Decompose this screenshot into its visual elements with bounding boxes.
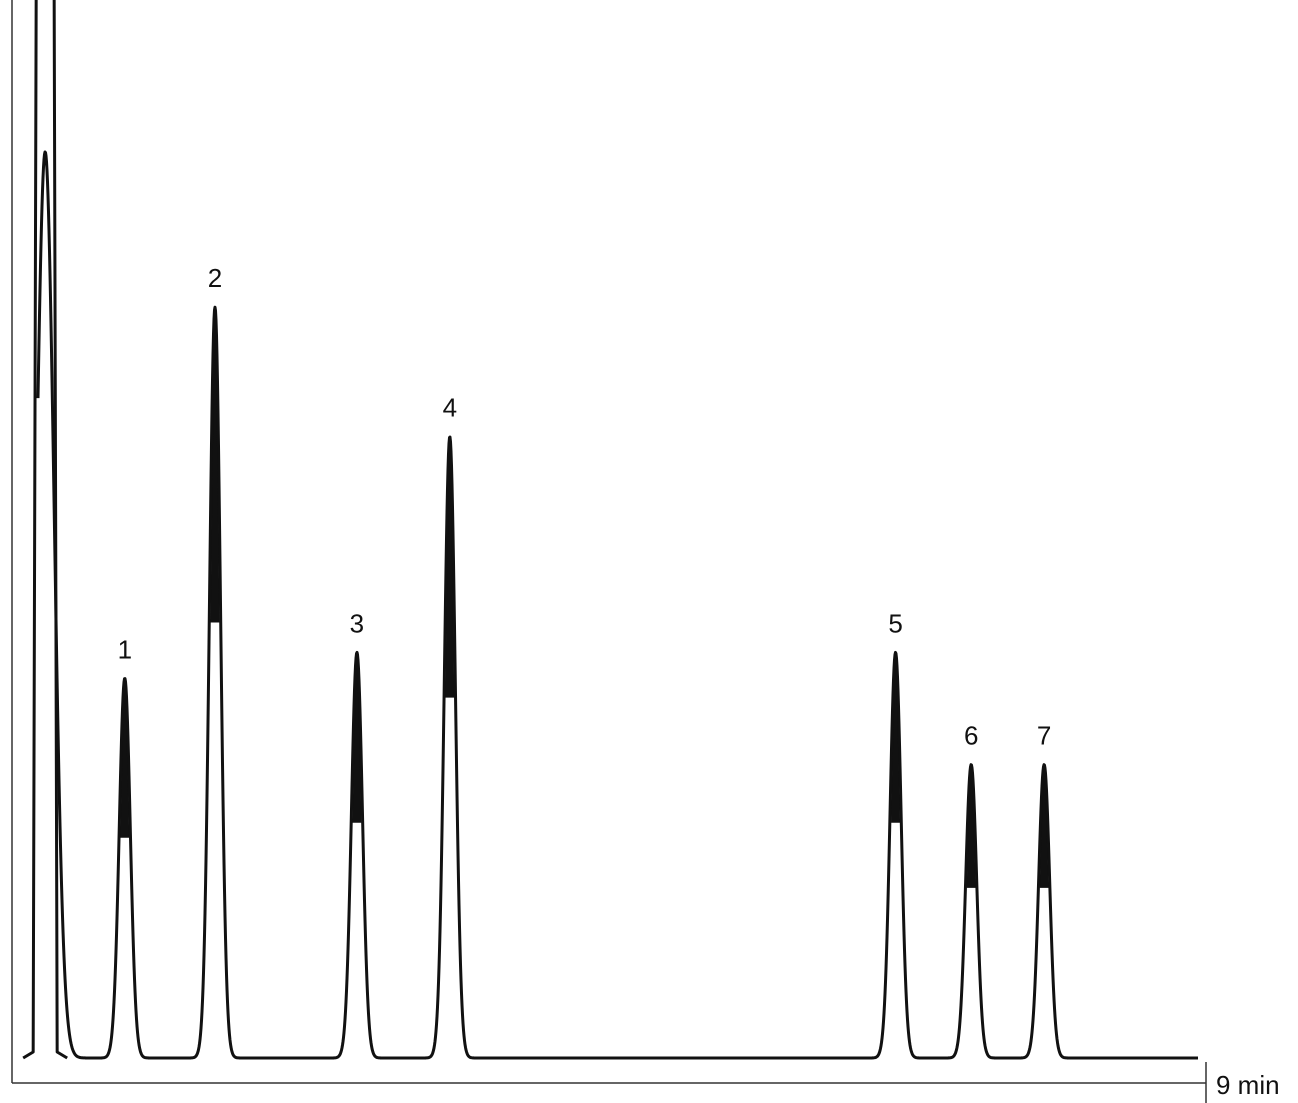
- peak-1-core: [120, 678, 130, 838]
- chart-axes: 9 min: [11, 0, 1280, 1103]
- peak-label-2: 2: [208, 263, 222, 293]
- peak-labels: 1 2 3 4 5 6 7: [118, 263, 1052, 750]
- peak-7-core: [1039, 764, 1049, 888]
- peak-label-5: 5: [888, 608, 902, 638]
- peak-6-core: [966, 764, 976, 888]
- peak-label-6: 6: [964, 721, 978, 751]
- peak-4-core: [445, 436, 455, 698]
- solvent-peak: [22, 0, 68, 1060]
- peak-2-core: [210, 307, 220, 623]
- peak-label-7: 7: [1037, 721, 1051, 751]
- peak-label-4: 4: [443, 393, 457, 423]
- peak-3-core: [352, 652, 362, 823]
- peak-5-core: [891, 652, 901, 823]
- peak-fills: [120, 307, 1049, 888]
- x-axis-end-label: 9 min: [1216, 1070, 1280, 1100]
- peak-label-1: 1: [118, 634, 132, 664]
- peak-label-3: 3: [350, 608, 364, 638]
- chromatogram-trace: [36, 150, 1199, 1060]
